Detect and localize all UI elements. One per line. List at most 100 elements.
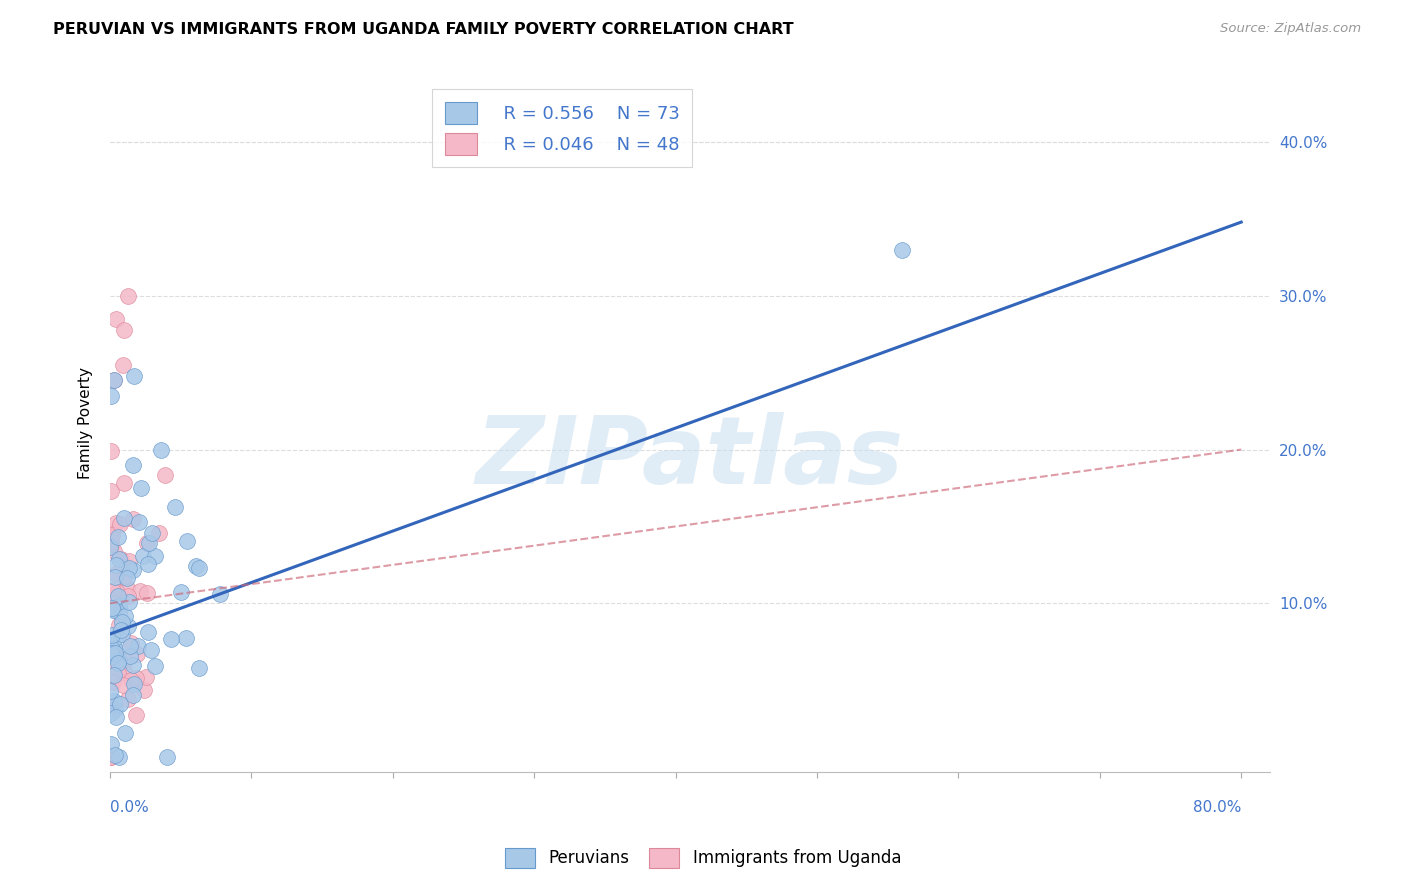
Point (100, 750, 122, 764)
Point (209, 587, 232, 601)
Point (136, 557, 159, 571)
Point (100, 750, 122, 764)
Text: 0.0%: 0.0% (110, 800, 149, 815)
Point (145, 549, 167, 563)
Point (100, 737, 122, 751)
Point (104, 312, 127, 326)
Point (160, 632, 183, 646)
Point (156, 750, 179, 764)
Point (117, 289, 139, 303)
Point (188, 661, 211, 675)
Text: PERUVIAN VS IMMIGRANTS FROM UGANDA FAMILY POVERTY CORRELATION CHART: PERUVIAN VS IMMIGRANTS FROM UGANDA FAMIL… (53, 22, 794, 37)
Point (104, 570, 127, 584)
Point (120, 648, 142, 663)
Point (103, 373, 125, 387)
Point (170, 585, 193, 599)
Point (103, 373, 125, 387)
Point (101, 627, 124, 641)
Point (100, 646, 122, 660)
Point (121, 658, 143, 673)
Point (101, 527, 124, 541)
Point (122, 512, 145, 526)
Point (176, 533, 198, 548)
Point (125, 671, 148, 685)
Point (103, 693, 125, 707)
Legend:   R = 0.556    N = 73,   R = 0.046    N = 48: R = 0.556 N = 73, R = 0.046 N = 48 (432, 89, 692, 168)
Point (187, 561, 209, 575)
Point (110, 623, 132, 637)
Point (125, 647, 148, 661)
Point (107, 656, 129, 670)
Point (112, 678, 135, 692)
Point (100, 389, 122, 403)
Point (100, 541, 122, 555)
Point (107, 599, 129, 613)
Point (121, 636, 143, 650)
Point (107, 653, 129, 667)
Point (98, 684, 121, 698)
Point (141, 526, 163, 541)
Point (112, 322, 135, 336)
Point (107, 530, 129, 544)
Point (153, 468, 176, 483)
Point (117, 571, 139, 585)
Point (108, 697, 131, 711)
Point (101, 603, 124, 617)
Point (132, 549, 155, 563)
Text: 80.0%: 80.0% (1192, 800, 1241, 815)
Point (103, 543, 125, 558)
Point (104, 558, 127, 573)
Point (107, 666, 129, 681)
Point (104, 710, 127, 724)
Point (125, 708, 148, 723)
Point (101, 699, 124, 714)
Point (129, 481, 152, 495)
Point (117, 619, 139, 633)
Point (103, 640, 125, 655)
Point (117, 595, 139, 609)
Point (103, 668, 125, 682)
Point (100, 706, 122, 720)
Point (101, 596, 124, 610)
Point (118, 554, 141, 568)
Point (104, 631, 127, 645)
Point (122, 676, 145, 690)
Point (100, 525, 122, 540)
Point (100, 540, 122, 554)
Point (122, 369, 145, 384)
Point (115, 582, 138, 596)
Point (111, 358, 134, 372)
Point (108, 750, 131, 764)
Point (143, 659, 166, 673)
Point (104, 748, 127, 763)
Point (103, 648, 125, 663)
Point (132, 683, 155, 698)
Point (101, 601, 124, 615)
Text: ZIPatlas: ZIPatlas (475, 411, 904, 504)
Point (114, 726, 136, 740)
Point (148, 525, 170, 540)
Point (163, 500, 186, 514)
Point (104, 702, 127, 716)
Point (118, 639, 141, 653)
Point (114, 608, 136, 623)
Point (107, 585, 129, 599)
Point (114, 664, 136, 678)
Point (112, 511, 135, 525)
Point (117, 589, 139, 603)
Point (108, 605, 131, 619)
Point (111, 615, 134, 629)
Point (104, 516, 127, 530)
Point (100, 535, 122, 549)
Point (184, 558, 207, 573)
Text: Source: ZipAtlas.com: Source: ZipAtlas.com (1220, 22, 1361, 36)
Point (104, 567, 127, 582)
Y-axis label: Family Poverty: Family Poverty (79, 367, 93, 479)
Point (101, 583, 124, 598)
Point (108, 552, 131, 566)
Point (108, 618, 131, 632)
Point (100, 642, 122, 657)
Point (122, 563, 145, 577)
Point (107, 589, 129, 603)
Point (117, 692, 139, 706)
